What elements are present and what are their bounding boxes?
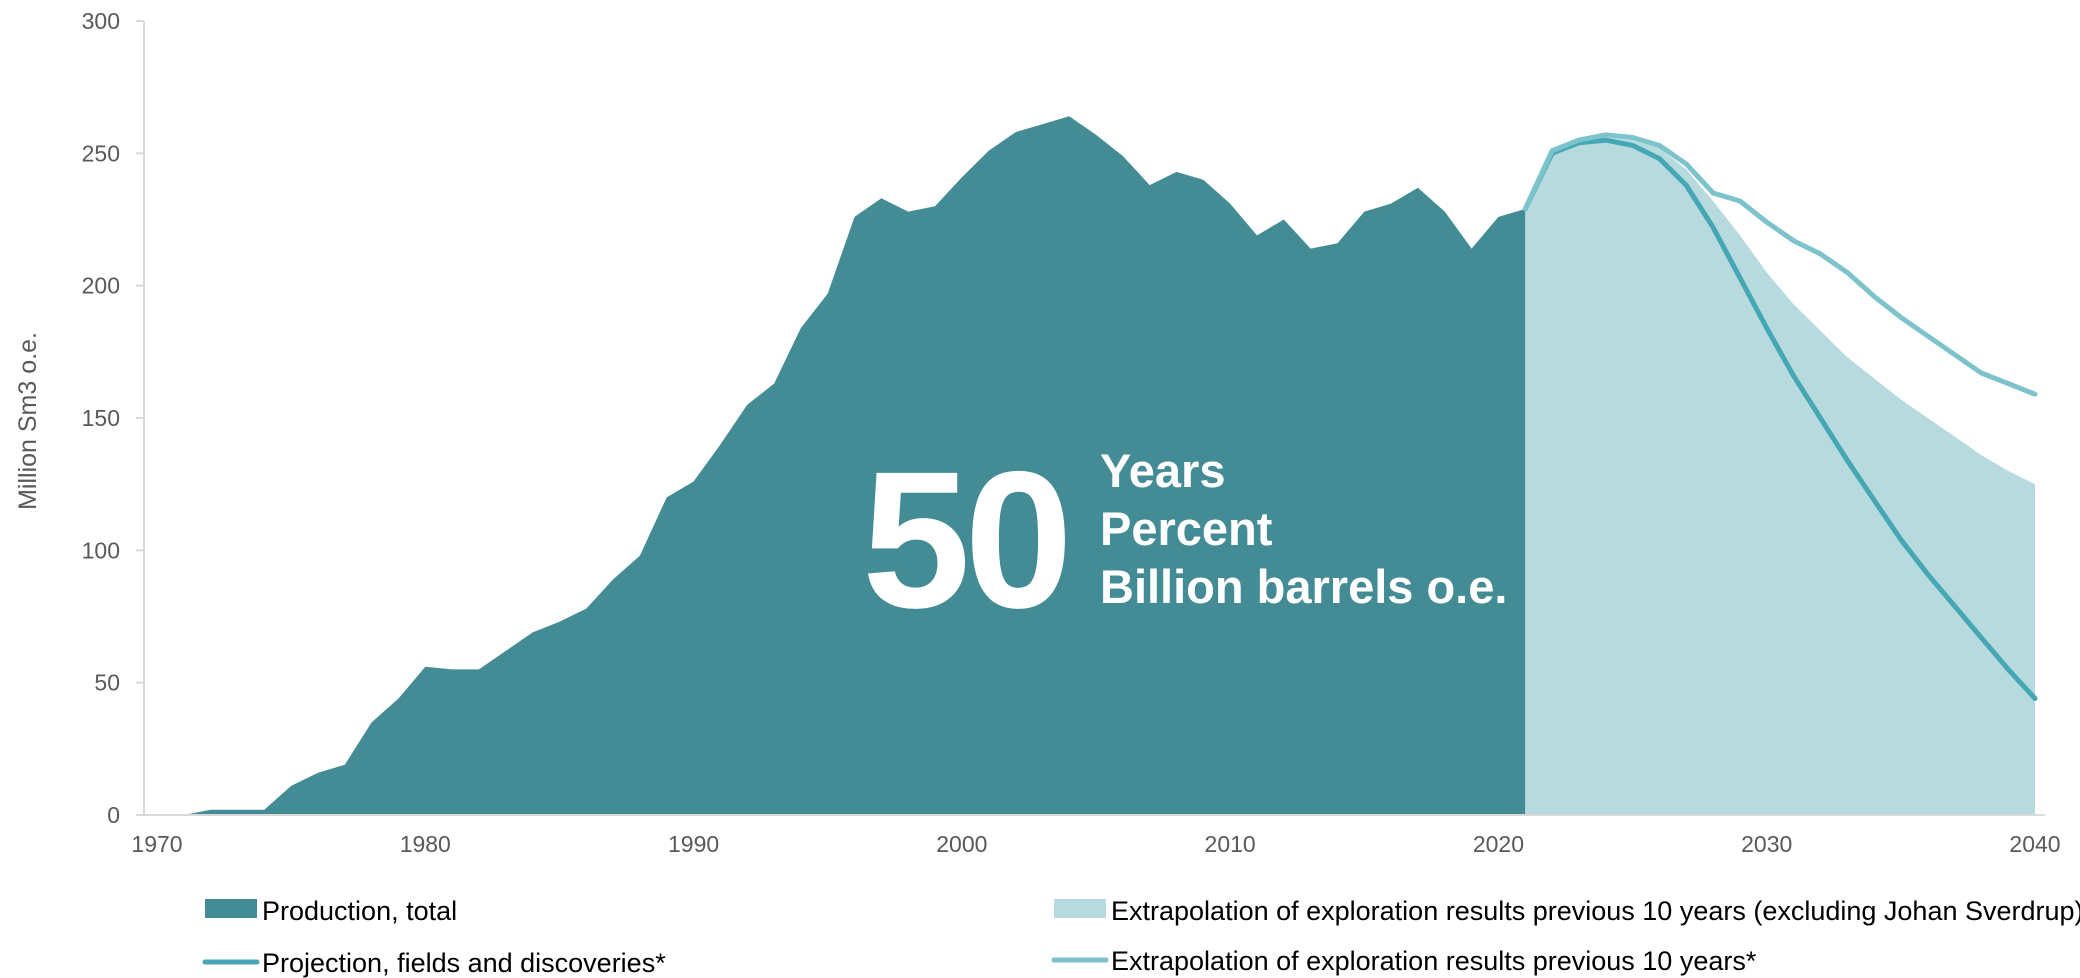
annotation-line-percent: Percent <box>1100 502 1273 555</box>
legend-swatch-production-total <box>205 899 257 918</box>
legend-label-extrapolation-of-exploration-results-previous-10-years-excluding-johan-sverdrup: Extrapolation of exploration results pre… <box>1111 896 2080 926</box>
x-tick-label: 2010 <box>1205 831 1256 857</box>
area-extrapolation-of-exploration-results-previous-10-years-excluding-johan-sverdrup <box>1525 137 2035 815</box>
y-tick-label: 300 <box>82 8 120 34</box>
y-tick-label: 0 <box>107 802 120 828</box>
axes: 0 50 100 150 200 250 300 1970 1980 1990 2000 2010 20… <box>14 8 2061 857</box>
legend-swatch-extrapolation-of-exploration-results-previous-10-years-excluding-johan-sverdrup <box>1054 899 1106 918</box>
plot-areas <box>183 116 2035 816</box>
area-production-total <box>183 116 1526 816</box>
y-tick-label: 200 <box>82 273 120 299</box>
legend-label-production-total: Production, total <box>262 896 457 926</box>
line-projection-fields-and-discoveries <box>1522 137 2038 701</box>
y-axis-label: Million Sm3 o.e. <box>14 332 42 510</box>
plot-lines <box>1522 132 2038 701</box>
line-extrapolation-of-exploration-results-previous-10-years <box>1522 132 2038 397</box>
y-tick-label: 50 <box>94 670 120 696</box>
x-tick-label: 2020 <box>1473 831 1524 857</box>
legend: Production, total Extrapolation of explor… <box>202 896 2080 978</box>
y-tick-label: 250 <box>82 140 120 166</box>
y-tick-label: 100 <box>82 537 120 563</box>
legend-label-projection-fields-and-discoveries: Projection, fields and discoveries* <box>262 948 666 978</box>
x-tick-label: 1980 <box>400 831 451 857</box>
x-tick-label: 2000 <box>936 831 987 857</box>
x-tick-label: 2040 <box>2009 831 2060 857</box>
y-tick-label: 150 <box>82 405 120 431</box>
x-tick-label: 1990 <box>668 831 719 857</box>
x-tick-label: 2030 <box>1741 831 1792 857</box>
legend-label-extrapolation-of-exploration-results-previous-10-years: Extrapolation of exploration results pre… <box>1111 946 1757 976</box>
x-tick-label: 1970 <box>131 831 182 857</box>
annotation-line-years: Years <box>1100 444 1225 497</box>
annotation-line-billion-barrels-o-e: Billion barrels o.e. <box>1100 560 1507 613</box>
annotation-number: 50 <box>862 431 1067 649</box>
